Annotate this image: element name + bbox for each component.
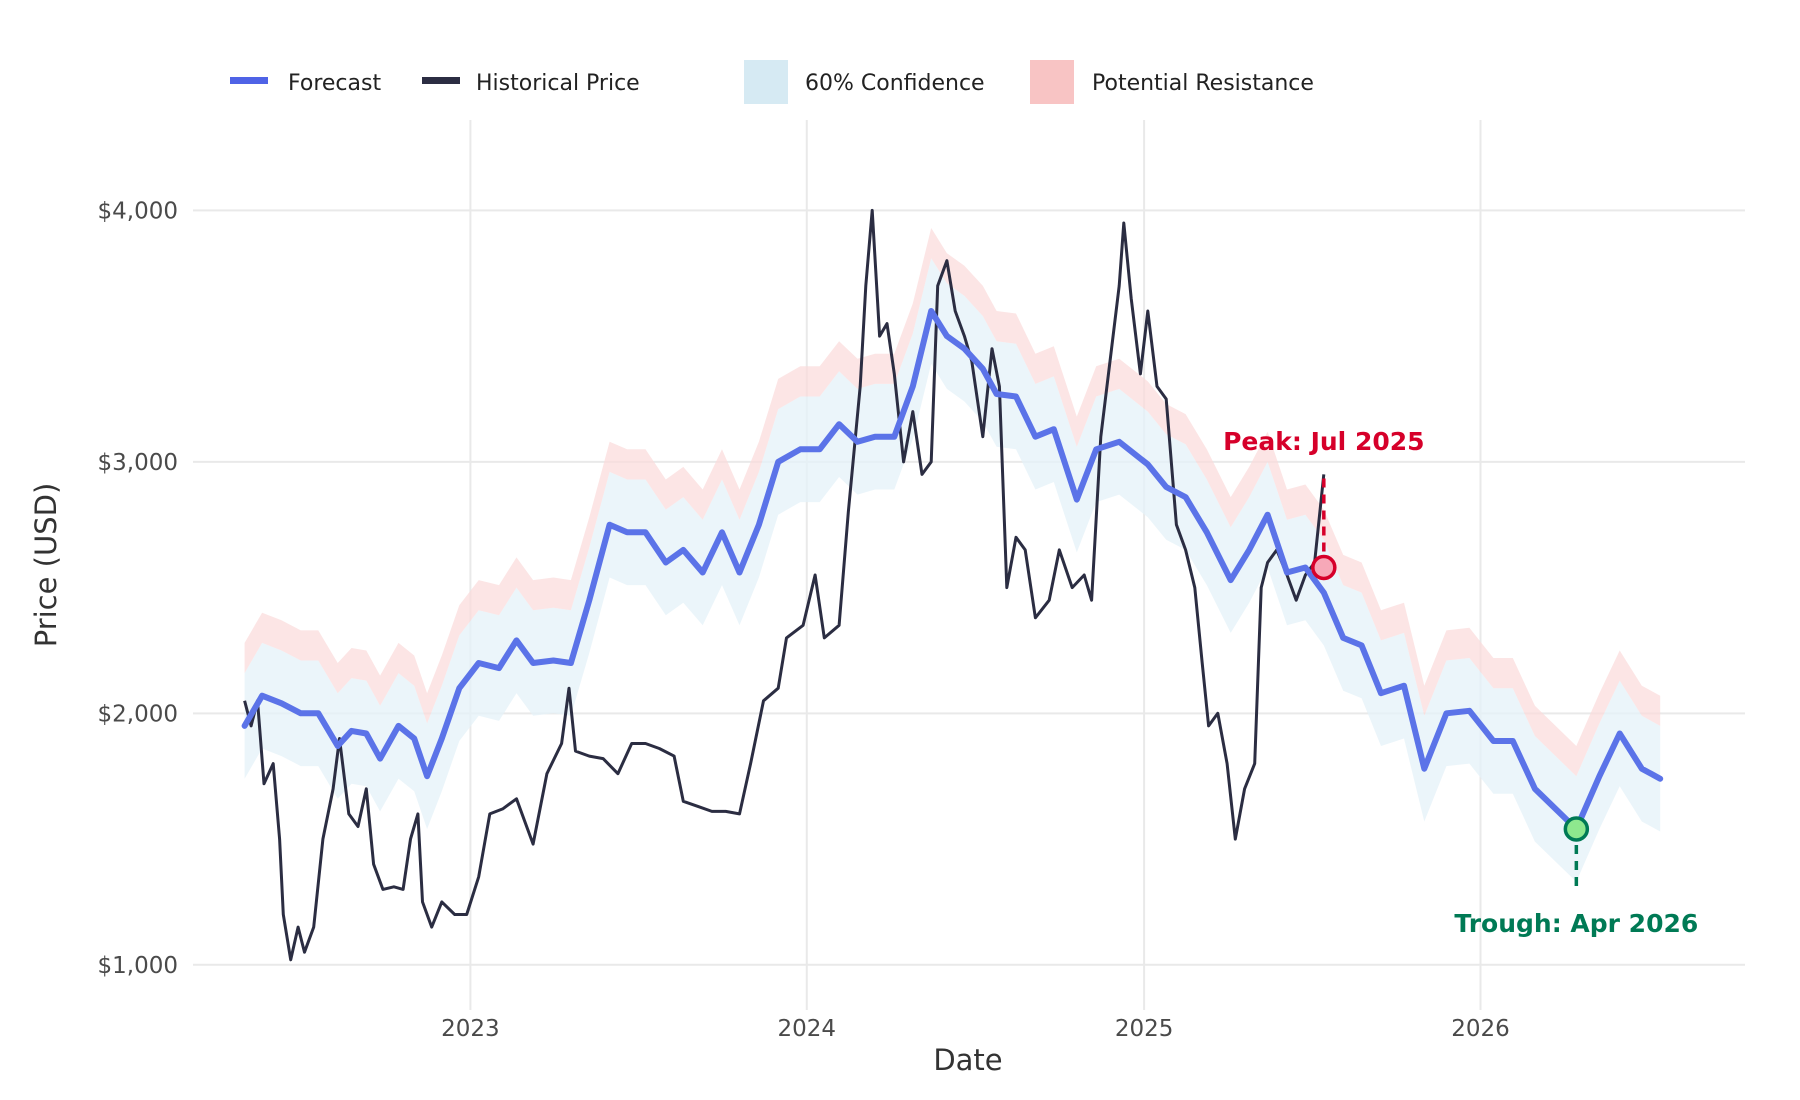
x-tick-label: 2026 (1451, 1016, 1510, 1042)
bands (244, 228, 1661, 882)
axis-ticks: $1,000 $2,000 $3,000 $4,000 2023 2024 2025 2026 (98, 198, 1510, 1042)
x-tick-label: 2025 (1115, 1016, 1174, 1042)
y-tick-label: $2,000 (98, 701, 178, 727)
x-tick-label: 2024 (778, 1016, 837, 1042)
legend-item-60-confidence: 60% Confidence (744, 60, 985, 104)
legend-swatch (744, 60, 788, 104)
y-tick-label: $3,000 (98, 450, 178, 476)
legend-label: Historical Price (476, 71, 640, 96)
y-axis-title: Price (USD) (29, 483, 63, 648)
confidence-band (244, 258, 1661, 882)
historical-price-line (243, 208, 1326, 962)
series-lines (241, 208, 1664, 962)
y-tick-label: $4,000 (98, 198, 178, 224)
trough-marker (1563, 816, 1590, 842)
legend-swatch (1030, 60, 1074, 104)
x-tick-label: 2023 (441, 1016, 500, 1042)
trough-label: Trough: Apr 2026 (1454, 909, 1698, 938)
legend-item-potential-resistance: Potential Resistance (1030, 60, 1314, 104)
peak-marker (1311, 554, 1337, 581)
grid-lines (193, 120, 1745, 1010)
legend-item-forecast: Forecast (230, 71, 381, 96)
legend-label: Potential Resistance (1092, 71, 1314, 96)
annotations: Peak: Jul 2025 Trough: Apr 2026 (1223, 427, 1698, 938)
legend-label: 60% Confidence (805, 71, 985, 96)
legend-swatch (230, 77, 268, 84)
legend-item-historical-price: Historical Price (422, 71, 640, 96)
y-tick-label: $1,000 (98, 953, 178, 979)
legend: Forecast Historical Price 60% Confidence Po… (230, 60, 1314, 104)
legend-label: Forecast (288, 71, 381, 96)
peak-label: Peak: Jul 2025 (1223, 427, 1424, 456)
x-axis-title: Date (933, 1043, 1002, 1077)
forecast-line (241, 308, 1664, 832)
legend-swatch (422, 77, 460, 84)
